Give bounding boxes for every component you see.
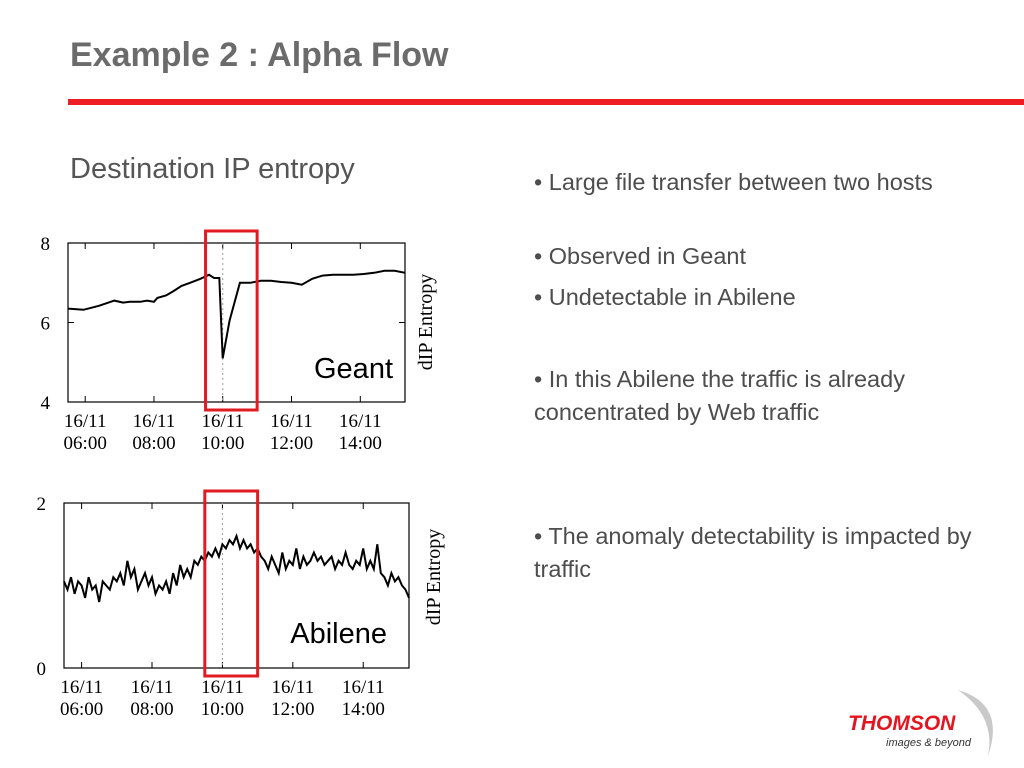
bullet-item: • Large file transfer between two hosts	[534, 169, 933, 195]
title-rule	[68, 99, 1024, 105]
series-line	[63, 532, 410, 603]
x-tick-label-time: 06:00	[60, 699, 103, 720]
x-tick-label-date: 16/11	[60, 677, 103, 698]
y-axis-label: dIP Entropy	[423, 529, 445, 625]
x-tick-label-date: 16/11	[339, 411, 382, 432]
network-label: Abilene	[290, 618, 387, 650]
y-tick-label: 0	[37, 659, 47, 680]
y-tick-label: 4	[41, 393, 51, 414]
y-axis-label: dIP Entropy	[415, 274, 437, 370]
y-tick-label: 2	[37, 494, 47, 515]
x-tick-label-time: 12:00	[270, 433, 313, 454]
plot-frame	[63, 502, 410, 669]
x-tick-label-time: 14:00	[342, 699, 385, 720]
y-tick-label: 8	[41, 234, 51, 255]
bullet-item: • Observed in Geant	[534, 243, 747, 269]
x-tick-label-date: 16/11	[64, 411, 107, 432]
network-label: Geant	[314, 353, 393, 385]
x-tick-label-date: 16/11	[201, 677, 244, 698]
x-tick-label-date: 16/11	[131, 677, 174, 698]
chart-subtitle: Destination IP entropy	[70, 153, 355, 185]
x-tick-label-date: 16/11	[201, 411, 244, 432]
x-tick-label-time: 08:00	[132, 433, 175, 454]
x-tick-label-date: 16/11	[342, 677, 385, 698]
thomson-logo: THOMSON images & beyond	[848, 690, 993, 756]
abilene-chart: 2016/1106:0016/1108:0016/1110:0016/1112:…	[37, 489, 445, 720]
x-tick-label-time: 12:00	[271, 699, 314, 720]
y-tick-label: 6	[41, 314, 51, 335]
bullet-item: • In this Abilene the traffic is already…	[534, 366, 905, 425]
x-tick-label-date: 16/11	[270, 411, 313, 432]
x-tick-label-time: 06:00	[64, 433, 107, 454]
x-tick-label-date: 16/11	[133, 411, 176, 432]
x-tick-label-time: 14:00	[339, 433, 382, 454]
anomaly-highlight-box	[204, 229, 259, 412]
logo-tagline: images & beyond	[886, 737, 972, 749]
bullet-item: • Undetectable in Abilene	[534, 284, 796, 310]
anomaly-highlight-box	[203, 489, 260, 678]
x-tick-label-date: 16/11	[272, 677, 315, 698]
x-tick-label-time: 10:00	[201, 699, 244, 720]
x-tick-label-time: 08:00	[130, 699, 173, 720]
bullet-item: • The anomaly detectability is impacted …	[534, 523, 972, 582]
x-tick-label-time: 10:00	[201, 433, 244, 454]
slide-title: Example 2 : Alpha Flow	[70, 36, 449, 74]
logo-swoosh	[958, 690, 993, 756]
geant-chart: 86416/1106:0016/1108:0016/1110:0016/1112…	[41, 229, 437, 454]
series-line	[67, 269, 406, 359]
logo-wordmark: THOMSON	[848, 712, 956, 735]
